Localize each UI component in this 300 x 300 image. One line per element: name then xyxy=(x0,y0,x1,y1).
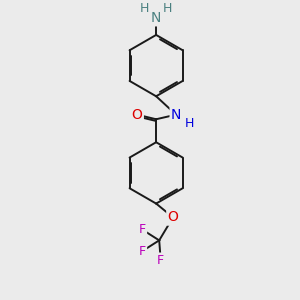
Text: N: N xyxy=(171,108,181,122)
Text: H: H xyxy=(163,2,172,15)
Text: O: O xyxy=(132,108,142,122)
Text: F: F xyxy=(139,244,146,258)
Text: N: N xyxy=(151,11,161,25)
Text: H: H xyxy=(184,117,194,130)
Text: F: F xyxy=(157,254,164,267)
Text: H: H xyxy=(140,2,149,15)
Text: O: O xyxy=(168,210,178,224)
Text: F: F xyxy=(139,223,146,236)
